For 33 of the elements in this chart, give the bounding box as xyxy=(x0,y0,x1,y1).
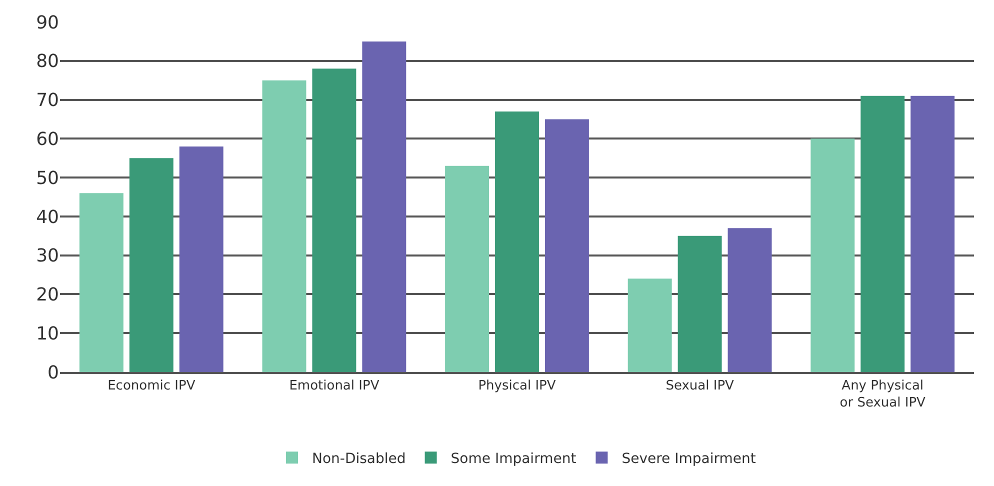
y-tick-label: 80 xyxy=(36,51,59,72)
y-tick-label: 90 xyxy=(36,12,59,34)
y-tick-label: 20 xyxy=(36,284,59,306)
x-tick-label: Economic IPV xyxy=(108,378,196,394)
x-tick-label: Physical IPV xyxy=(478,378,556,394)
bar xyxy=(129,158,174,372)
bar xyxy=(810,138,855,372)
bar xyxy=(628,278,672,372)
bar xyxy=(312,68,356,372)
bar xyxy=(910,96,955,372)
bar xyxy=(728,228,772,372)
legend-label: Some Impairment xyxy=(450,451,577,468)
bar xyxy=(362,41,406,372)
y-tick-label: 10 xyxy=(36,323,59,344)
x-tick-label: Emotional IPV xyxy=(289,378,380,394)
bar xyxy=(860,96,905,372)
bar xyxy=(544,119,589,372)
legend-label: Severe Impairment xyxy=(622,451,756,468)
y-tick-label: 0 xyxy=(48,362,59,384)
legend-label: Non-Disabled xyxy=(312,451,406,468)
y-tick-label: 50 xyxy=(36,168,59,189)
y-tick-label: 30 xyxy=(36,246,59,267)
x-tick-label: Any Physical or Sexual IPV xyxy=(840,378,926,410)
bar xyxy=(678,236,722,372)
bar xyxy=(262,80,306,372)
x-tick-label: Sexual IPV xyxy=(666,378,734,394)
y-tick-label: 60 xyxy=(36,128,59,150)
bar xyxy=(495,111,539,372)
y-tick-label: 70 xyxy=(36,90,59,112)
bar xyxy=(79,193,124,372)
y-tick-label: 40 xyxy=(36,206,59,228)
bar xyxy=(179,146,224,372)
bar xyxy=(445,166,490,372)
